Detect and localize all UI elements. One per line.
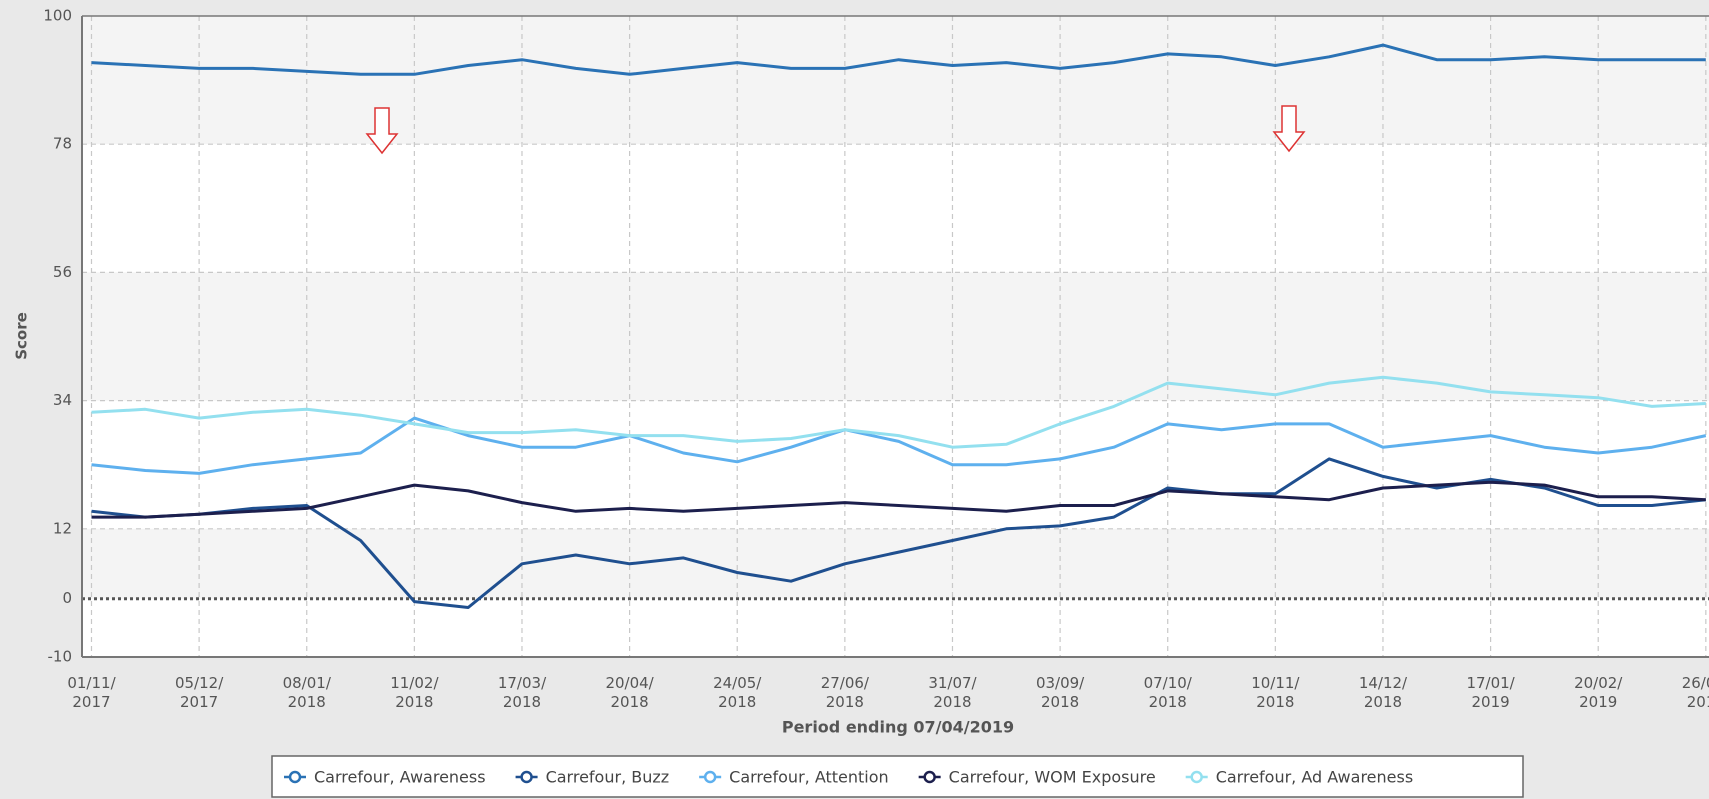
x-tick-label: 11/02/2018 (390, 674, 439, 711)
x-tick-label: 27/06/2018 (821, 674, 870, 711)
series-line (91, 416, 1707, 475)
legend-label: Carrefour, Attention (729, 768, 889, 787)
x-tick-label: 10/11/2018 (1251, 674, 1300, 711)
series-line (91, 457, 1706, 609)
x-tick-label: 26/03/2019 (1682, 674, 1709, 711)
legend-label: Carrefour, Ad Awareness (1216, 768, 1413, 787)
y-axis-title: Score (13, 312, 31, 360)
legend-label: Carrefour, Buzz (546, 768, 670, 787)
series-line (91, 480, 1706, 519)
legend-marker (1190, 770, 1203, 784)
x-tick-label: 17/01/2019 (1466, 674, 1515, 711)
legend-marker (520, 770, 533, 784)
x-tick-label: 05/12/2017 (175, 674, 224, 711)
plot-band (82, 272, 1709, 401)
legend (271, 755, 1524, 798)
legend-marker (923, 770, 936, 784)
x-tick-label: 14/12/2018 (1359, 674, 1408, 711)
legend-label: Carrefour, WOM Exposure (949, 768, 1156, 787)
x-tick-label: 17/03/2018 (498, 674, 547, 711)
x-tick-label: 07/10/2018 (1144, 674, 1193, 711)
x-tick-label: 03/09/2018 (1036, 674, 1085, 711)
x-tick-label: 20/02/2019 (1574, 674, 1623, 711)
legend-label: Carrefour, Awareness (314, 768, 486, 787)
series-line (91, 375, 1706, 449)
legend-marker (703, 770, 717, 784)
annotation-arrow (365, 105, 1306, 155)
plot-band (82, 528, 1709, 599)
plot-band (82, 16, 1709, 145)
y-tick-label: 0 (62, 589, 72, 607)
x-tick-label: 31/07/2018 (928, 674, 977, 711)
x-tick-label: 24/05/2018 (713, 674, 762, 711)
y-tick-label: 12 (53, 519, 72, 537)
y-tick-label: 56 (53, 263, 72, 281)
series-line (91, 43, 1706, 76)
x-tick-label: 08/01/2018 (283, 674, 332, 711)
x-tick-label: 20/04/2018 (605, 674, 654, 711)
x-tick-label: 01/11/2017 (67, 674, 116, 711)
legend-marker (288, 770, 302, 784)
y-tick-label: -10 (48, 648, 73, 666)
x-axis-title: Period ending 07/04/2019 (782, 718, 1014, 737)
y-tick-label: 100 (43, 7, 72, 25)
y-tick-label: 78 (53, 135, 72, 153)
y-tick-label: 34 (53, 391, 72, 409)
